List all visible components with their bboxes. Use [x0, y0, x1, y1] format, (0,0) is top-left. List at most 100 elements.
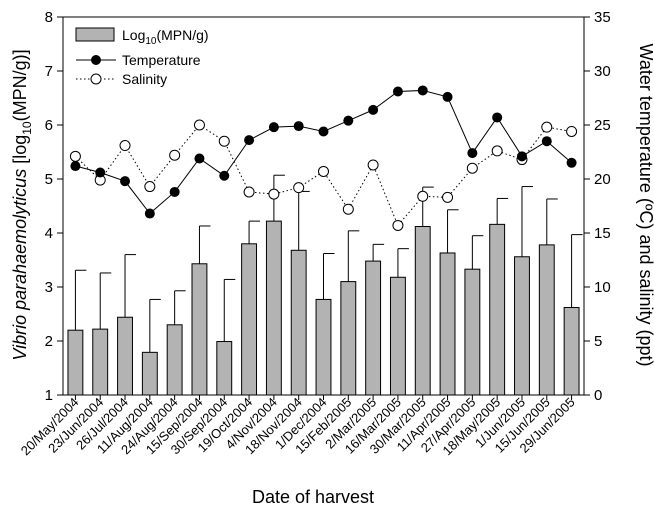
- bar: [290, 249, 307, 396]
- right-y-tick-label: 0: [594, 387, 602, 404]
- salinity-point: [243, 186, 255, 198]
- left-y-axis-title-sub: 10: [20, 121, 34, 135]
- bar: [340, 281, 357, 396]
- temperature-point: [318, 126, 329, 137]
- legend-label-bars-rest: (MPN/g): [156, 27, 208, 43]
- salinity-point: [169, 149, 181, 161]
- temperature-point: [492, 112, 503, 123]
- legend-label-bars: Log10(MPN/g): [122, 27, 209, 47]
- legend: Log10(MPN/g) Temperature Salinity: [75, 27, 209, 87]
- right-y-tick-label: 20: [594, 171, 611, 188]
- salinity-point: [491, 145, 503, 157]
- salinity-point: [69, 150, 81, 162]
- salinity-point: [392, 219, 404, 231]
- temperature-point: [194, 153, 205, 164]
- salinity-point: [417, 190, 429, 202]
- legend-label-bars-sub: 10: [145, 36, 157, 47]
- temperature-point: [70, 161, 81, 172]
- legend-label-bars-base: Log: [122, 27, 145, 43]
- bar: [315, 298, 332, 396]
- temperature-point: [566, 157, 577, 168]
- left-y-axis-title: Vibrio parahaemolyticus [log10(MPN/g)]: [10, 49, 34, 360]
- right-y-tick-label: 5: [594, 333, 602, 350]
- left-y-tick-label: 5: [45, 171, 53, 188]
- right-y-tick-label: 10: [594, 279, 611, 296]
- left-y-tick-label: 2: [45, 333, 53, 350]
- markers-layer: [69, 85, 578, 231]
- right-y-tick-label: 15: [594, 225, 611, 242]
- salinity-point: [293, 182, 305, 194]
- legend-marker-salinity: [90, 73, 102, 85]
- temperature-point: [541, 136, 552, 147]
- salinity-point: [442, 191, 454, 203]
- salinity-point: [318, 165, 329, 177]
- bar: [563, 307, 580, 396]
- bar: [365, 260, 382, 396]
- temperature-point: [343, 115, 354, 126]
- temperature-point: [392, 86, 403, 97]
- bar: [265, 220, 282, 396]
- bar: [538, 244, 555, 396]
- legend-swatch-bars: [75, 27, 115, 42]
- temperature-point: [219, 170, 230, 181]
- salinity-point: [541, 121, 553, 133]
- temperature-point: [442, 91, 453, 102]
- left-y-tick-label: 6: [45, 117, 53, 134]
- bar: [514, 256, 530, 396]
- bar: [117, 316, 133, 396]
- right-y-tick-label: 30: [594, 63, 611, 80]
- temperature-point: [467, 148, 478, 159]
- temperature-point: [516, 151, 527, 162]
- temperature-point: [144, 208, 155, 219]
- temperature-point: [120, 176, 131, 187]
- bar: [489, 223, 506, 396]
- temperature-point: [244, 135, 255, 146]
- left-y-tick-label: 1: [45, 387, 53, 404]
- left-y-tick-label: 3: [45, 279, 53, 296]
- temperature-point: [95, 167, 106, 178]
- bar: [439, 252, 456, 396]
- bar: [166, 324, 183, 396]
- salinity-point: [193, 119, 205, 131]
- bar: [67, 329, 84, 396]
- salinity-point: [367, 159, 379, 171]
- left-y-tick-label: 4: [45, 225, 53, 242]
- legend-label-temperature: Temperature: [122, 52, 201, 68]
- salinity-line: [75, 124, 572, 227]
- x-ticks: 20/May/200423/Jun/200426/Jul/200411/Aug/…: [18, 395, 578, 459]
- x-axis-title: Date of harvest: [252, 487, 374, 507]
- salinity-point: [119, 140, 131, 152]
- bar: [216, 341, 233, 396]
- right-y-axis-title: Water temperature (ºC) and salinity (ppt…: [636, 43, 654, 366]
- salinity-point: [218, 135, 230, 147]
- bar: [92, 328, 109, 396]
- left-y-tick-label: 7: [45, 63, 53, 80]
- bar: [464, 268, 481, 396]
- bar: [414, 226, 431, 396]
- legend-label-salinity: Salinity: [122, 71, 167, 87]
- salinity-point: [466, 162, 478, 174]
- bar: [141, 351, 158, 396]
- salinity-point: [268, 188, 280, 200]
- right-y-tick-label: 35: [594, 9, 611, 26]
- bar: [241, 243, 258, 396]
- left-y-ticks: 1 2 3 4 5 6 7 8: [45, 9, 63, 404]
- right-y-tick-label: 25: [594, 117, 611, 134]
- bar: [389, 276, 406, 396]
- temperature-point: [368, 104, 379, 115]
- temperature-point: [268, 122, 279, 133]
- left-y-tick-label: 8: [45, 9, 53, 26]
- right-y-ticks: 0 5 10 15 20 25 30 35: [584, 9, 611, 404]
- left-y-axis-title-rest: (MPN/g)]: [10, 49, 30, 121]
- salinity-point: [566, 125, 578, 137]
- bar: [191, 263, 208, 396]
- temperature-point: [169, 186, 180, 197]
- left-y-axis-title-unit: [log: [10, 135, 30, 169]
- legend-marker-temperature: [91, 55, 101, 65]
- temperature-point: [417, 85, 428, 96]
- temperature-point: [293, 121, 304, 132]
- salinity-point: [342, 203, 354, 215]
- bars-layer: [67, 220, 580, 396]
- left-y-axis-title-italic: Vibrio parahaemolyticus: [10, 169, 30, 361]
